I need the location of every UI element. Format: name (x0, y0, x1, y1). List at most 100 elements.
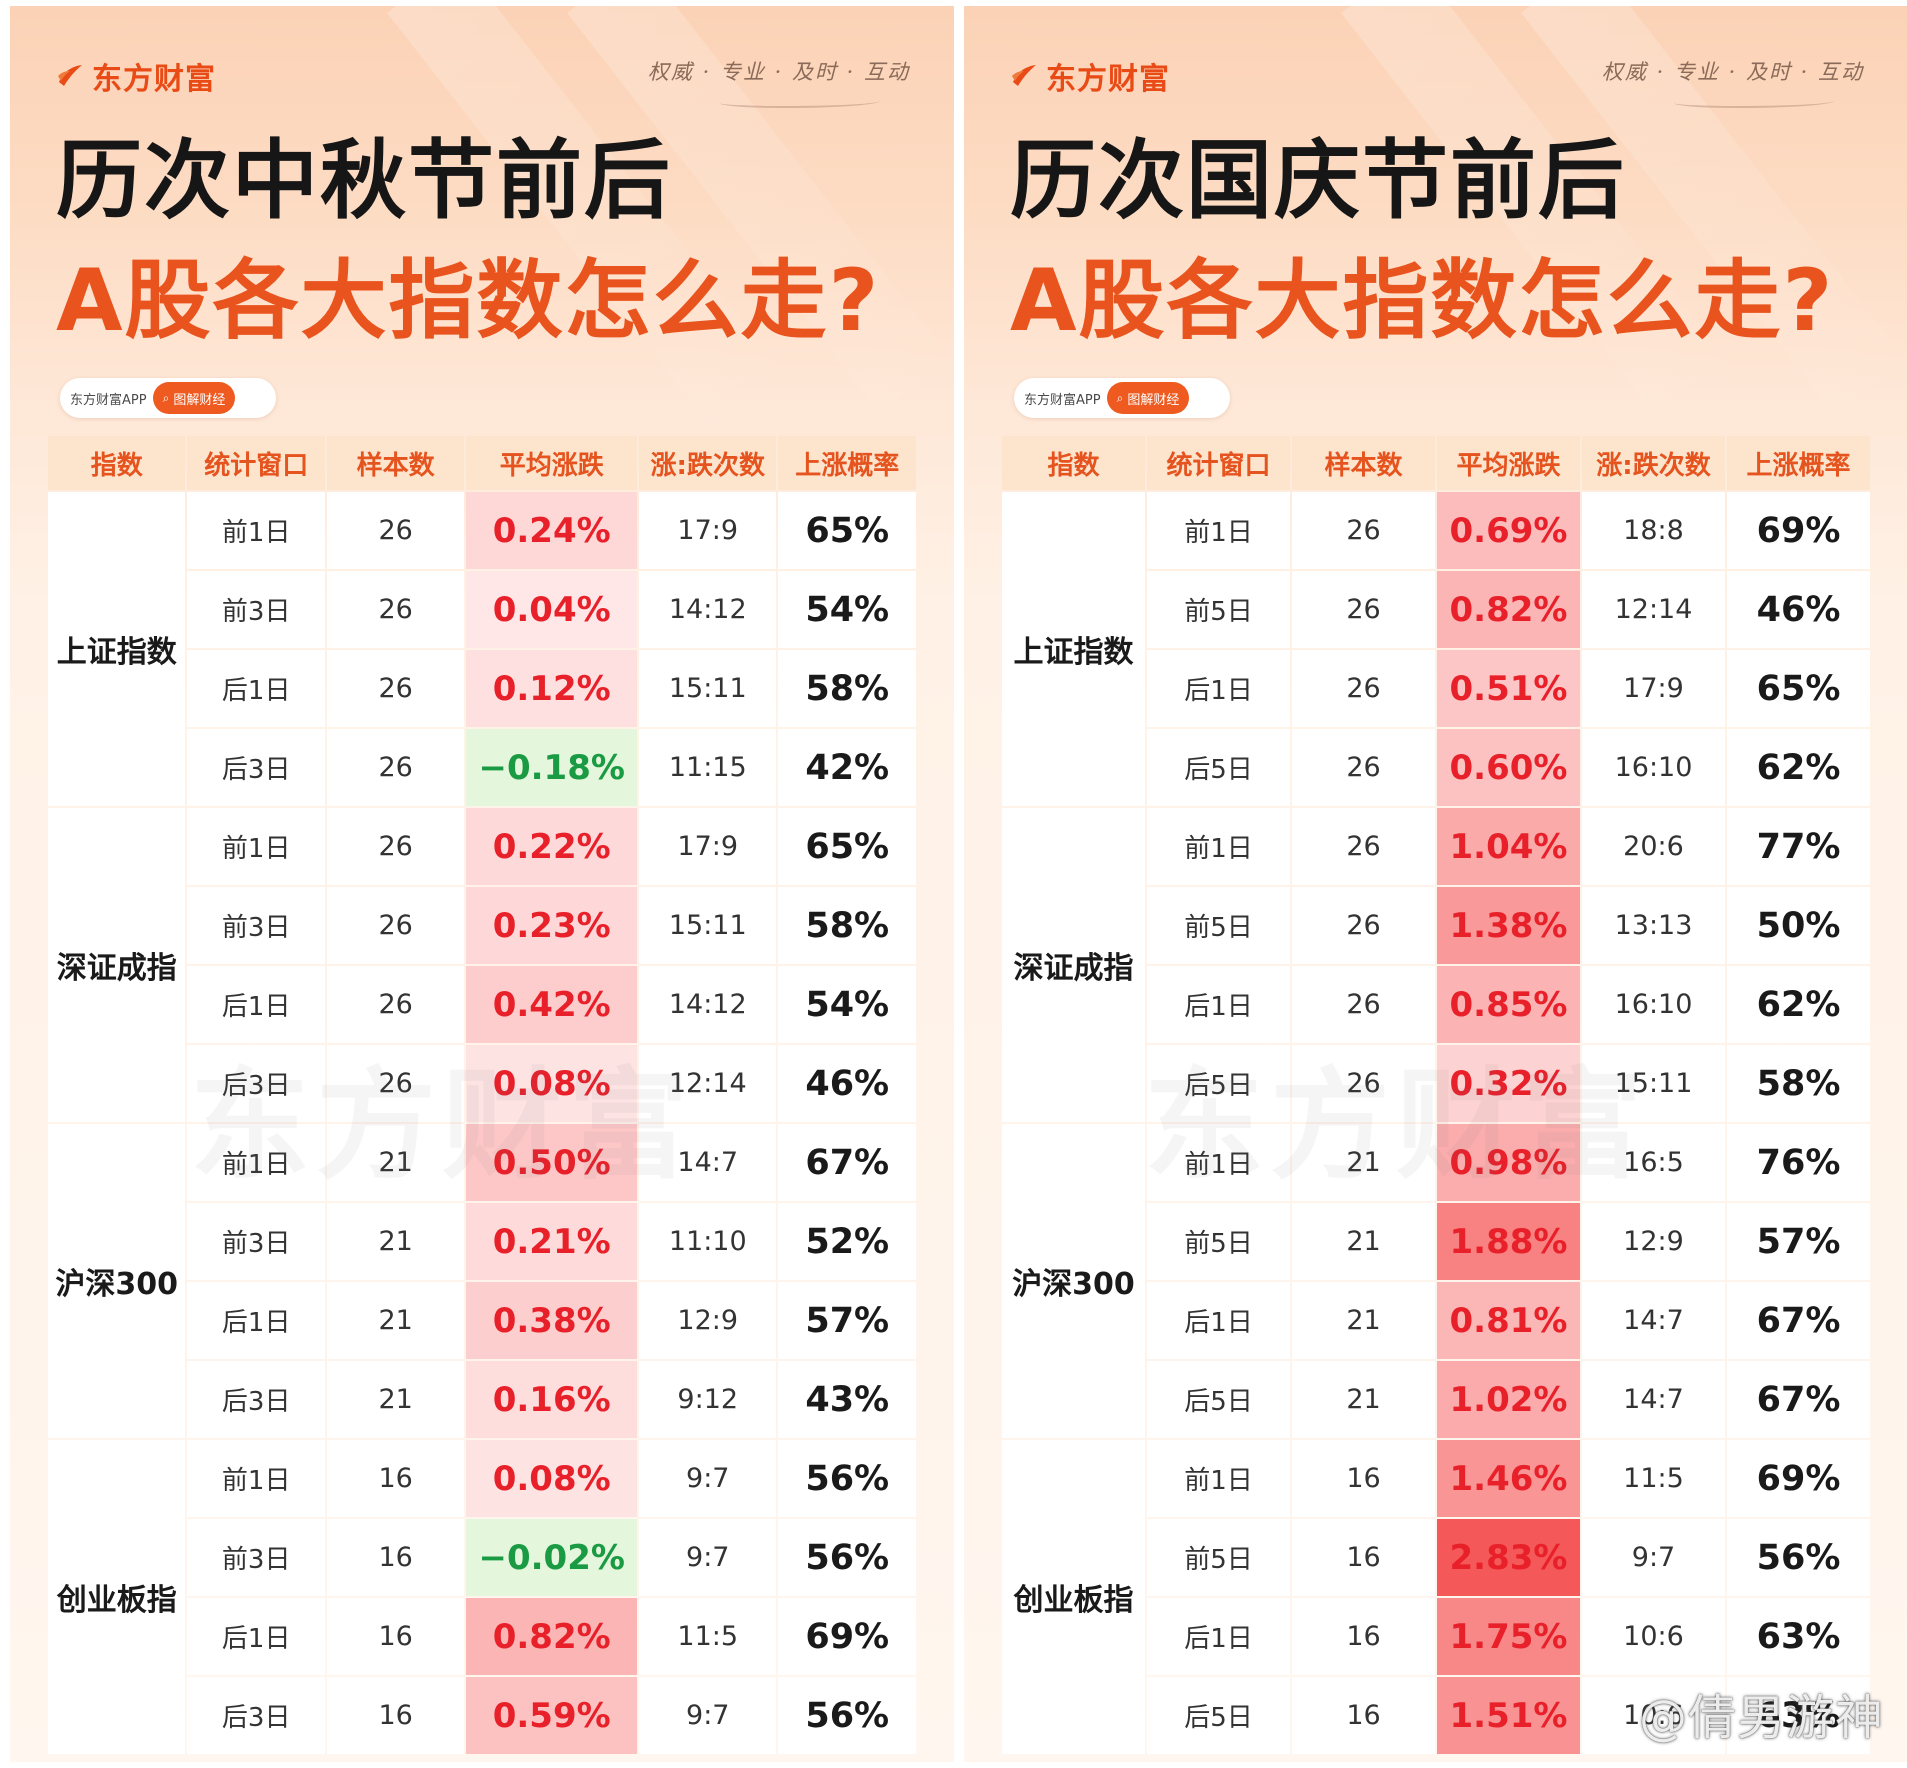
slogan-underline (720, 96, 880, 108)
up-down-ratio-cell: 12:14 (1582, 571, 1725, 648)
avg-change-cell: 0.82% (466, 1598, 638, 1675)
samples-cell: 16 (326, 1440, 465, 1517)
samples-cell: 26 (326, 729, 465, 806)
up-down-ratio-cell: 9:7 (639, 1519, 777, 1596)
up-probability-cell: 58% (1727, 1045, 1870, 1122)
avg-change-cell: 2.83% (1437, 1519, 1580, 1596)
up-probability-cell: 62% (1727, 966, 1870, 1043)
samples-cell: 26 (326, 492, 465, 569)
table-row: 后1日 26 0.42% 14:12 54% (48, 966, 916, 1043)
up-down-ratio-cell: 14:7 (639, 1124, 777, 1201)
table-row: 后1日 26 0.85% 16:10 62% (1002, 966, 1870, 1043)
up-probability-cell: 58% (778, 650, 916, 727)
up-probability-cell: 67% (1727, 1282, 1870, 1359)
column-header: 上涨概率 (778, 436, 916, 490)
column-header: 统计窗口 (1147, 436, 1290, 490)
table-row: 深证成指 前1日 26 1.04% 20:6 77% (1002, 808, 1870, 1122)
column-header: 样本数 (1292, 436, 1435, 490)
panel-national-day: 东方财富 权威 · 专业 · 及时 · 互动 历次国庆节前后 A股各大指数怎么走… (964, 6, 1907, 1762)
window-cell: 前3日 (187, 1519, 325, 1596)
window-cell: 后1日 (1147, 1282, 1290, 1359)
table-row: 后3日 16 0.59% 9:7 56% (48, 1677, 916, 1754)
samples-cell: 26 (326, 808, 465, 885)
up-down-ratio-cell: 12:9 (1582, 1203, 1725, 1280)
brand-name: 东方财富 (92, 62, 216, 97)
samples-cell: 26 (1292, 571, 1435, 648)
window-cell: 前1日 (1147, 492, 1290, 569)
up-probability-cell: 63% (1727, 1677, 1870, 1754)
up-down-ratio-cell: 14:7 (1582, 1282, 1725, 1359)
up-probability-cell: 56% (1727, 1519, 1870, 1596)
index-name-cell: 沪深300 (1002, 1124, 1145, 1438)
page-subtitle: A股各大指数怎么走? (1010, 251, 1835, 351)
avg-change-cell: 0.82% (1437, 571, 1580, 648)
index-name-cell: 深证成指 (48, 808, 186, 1122)
stats-table: 指数 统计窗口 样本数 平均涨跌 涨:跌次数 上涨概率 上证指数 前1日 26 0.24% 17:… (46, 434, 918, 1756)
column-header: 涨:跌次数 (1582, 436, 1725, 490)
samples-cell: 26 (1292, 966, 1435, 1043)
up-probability-cell: 56% (778, 1677, 916, 1754)
avg-change-cell: 0.23% (466, 887, 638, 964)
tag-button[interactable]: ⌕ 图解财经 (152, 382, 236, 414)
table-row: 前3日 21 0.21% 11:10 52% (48, 1203, 916, 1280)
window-cell: 后1日 (1147, 1598, 1290, 1675)
avg-change-cell: 0.38% (466, 1282, 638, 1359)
up-down-ratio-cell: 14:12 (639, 571, 777, 648)
avg-change-cell: 0.81% (1437, 1282, 1580, 1359)
table-row: 后1日 21 0.38% 12:9 57% (48, 1282, 916, 1359)
table-row: 前3日 26 0.23% 15:11 58% (48, 887, 916, 964)
samples-cell: 16 (326, 1598, 465, 1675)
table-header-row: 指数 统计窗口 样本数 平均涨跌 涨:跌次数 上涨概率 (48, 436, 916, 490)
window-cell: 前5日 (1147, 887, 1290, 964)
avg-change-cell: 0.50% (466, 1124, 638, 1201)
up-down-ratio-cell: 15:11 (639, 650, 777, 727)
window-cell: 后5日 (1147, 1677, 1290, 1754)
up-down-ratio-cell: 11:5 (639, 1598, 777, 1675)
index-name-cell: 沪深300 (48, 1124, 186, 1438)
avg-change-cell: 1.02% (1437, 1361, 1580, 1438)
table-row: 后1日 26 0.12% 15:11 58% (48, 650, 916, 727)
table-row: 后5日 21 1.02% 14:7 67% (1002, 1361, 1870, 1438)
page-title: 历次中秋节前后 (56, 131, 672, 231)
tag-label: 图解财经 (1127, 392, 1180, 408)
brand-leaf-icon (1012, 65, 1036, 86)
up-down-ratio-cell: 16:10 (1582, 966, 1725, 1043)
avg-change-cell: 0.51% (1437, 650, 1580, 727)
up-probability-cell: 50% (1727, 887, 1870, 964)
panel-mid-autumn: 东方财富 权威 · 专业 · 及时 · 互动 历次中秋节前后 A股各大指数怎么走… (10, 6, 954, 1762)
up-probability-cell: 69% (1727, 1440, 1870, 1517)
index-name-cell: 创业板指 (48, 1440, 186, 1754)
up-probability-cell: 69% (1727, 492, 1870, 569)
window-cell: 前3日 (187, 887, 325, 964)
table-row: 后5日 16 1.51% 10:6 63% (1002, 1677, 1870, 1754)
up-down-ratio-cell: 14:12 (639, 966, 777, 1043)
samples-cell: 26 (1292, 492, 1435, 569)
up-probability-cell: 42% (778, 729, 916, 806)
up-probability-cell: 56% (778, 1440, 916, 1517)
brand-leaf-icon (58, 65, 82, 86)
up-down-ratio-cell: 17:9 (639, 808, 777, 885)
avg-change-cell: 1.38% (1437, 887, 1580, 964)
avg-change-cell: 1.51% (1437, 1677, 1580, 1754)
window-cell: 后1日 (187, 966, 325, 1043)
index-name-cell: 深证成指 (1002, 808, 1145, 1122)
table-row: 后5日 26 0.32% 15:11 58% (1002, 1045, 1870, 1122)
tag-button[interactable]: ⌕ 图解财经 (1106, 382, 1190, 414)
samples-cell: 16 (326, 1677, 465, 1754)
stats-table: 指数 统计窗口 样本数 平均涨跌 涨:跌次数 上涨概率 上证指数 前1日 26 0.69% 18:… (1000, 434, 1872, 1756)
samples-cell: 21 (1292, 1361, 1435, 1438)
up-probability-cell: 65% (1727, 650, 1870, 727)
up-probability-cell: 62% (1727, 729, 1870, 806)
table-row: 前5日 16 2.83% 9:7 56% (1002, 1519, 1870, 1596)
column-header: 统计窗口 (187, 436, 325, 490)
samples-cell: 26 (1292, 808, 1435, 885)
samples-cell: 21 (1292, 1203, 1435, 1280)
table-header-row: 指数 统计窗口 样本数 平均涨跌 涨:跌次数 上涨概率 (1002, 436, 1870, 490)
samples-cell: 21 (1292, 1124, 1435, 1201)
samples-cell: 16 (1292, 1677, 1435, 1754)
column-header: 平均涨跌 (1437, 436, 1580, 490)
avg-change-cell: 0.60% (1437, 729, 1580, 806)
brand-name: 东方财富 (1046, 62, 1170, 97)
samples-cell: 16 (326, 1519, 465, 1596)
up-down-ratio-cell: 12:9 (639, 1282, 777, 1359)
